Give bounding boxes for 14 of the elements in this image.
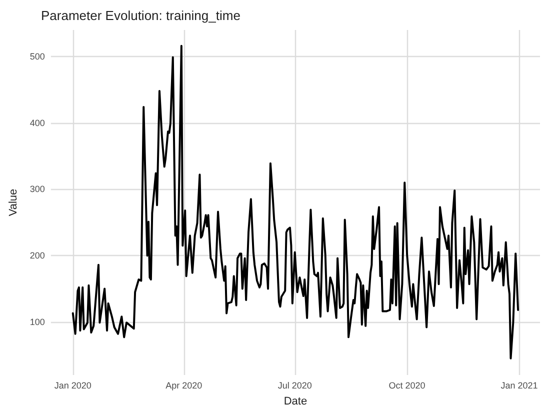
y-tick-label: 200: [30, 250, 45, 261]
chart-title: Parameter Evolution: training_time: [41, 8, 240, 23]
y-tick-label: 100: [30, 316, 45, 327]
x-axis-title: Date: [284, 396, 308, 408]
y-tick-label: 300: [30, 184, 45, 194]
y-axis-title: Value: [8, 188, 20, 216]
x-tick-label: Apr 2020: [166, 380, 202, 390]
y-tick-label: 500: [30, 52, 45, 62]
x-tick-label: Jul 2020: [278, 380, 312, 390]
x-tick-label: Jan 2020: [54, 380, 92, 390]
line-series: [72, 44, 520, 360]
x-tick-label: Jan 2021: [500, 380, 538, 390]
x-tick-label: Oct 2020: [388, 380, 426, 390]
y-tick-label: 400: [30, 118, 45, 128]
